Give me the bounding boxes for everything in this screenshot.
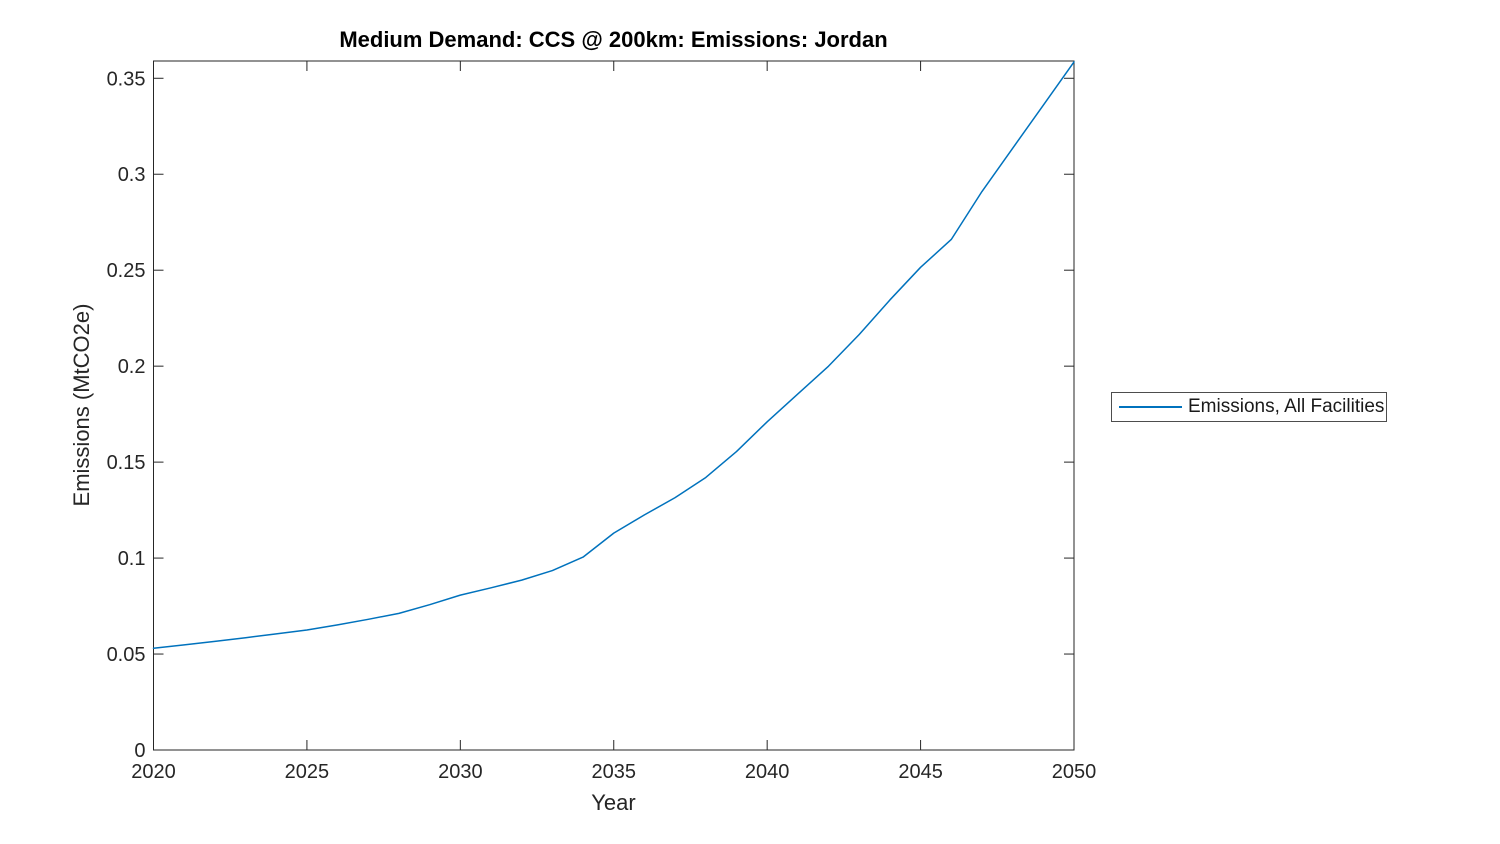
x-tick-label: 2025 bbox=[285, 761, 330, 783]
x-axis-label: Year bbox=[591, 790, 636, 815]
y-tick-label: 0.15 bbox=[107, 452, 146, 474]
y-tick-label: 0.1 bbox=[118, 548, 146, 570]
x-tick-label: 2020 bbox=[131, 761, 176, 783]
y-tick-label: 0.35 bbox=[107, 68, 146, 90]
y-tick-label: 0.2 bbox=[118, 356, 146, 378]
x-tick-label: 2045 bbox=[898, 761, 943, 783]
y-tick-label: 0.05 bbox=[107, 644, 146, 666]
legend-entry-label: Emissions, All Facilities bbox=[1188, 396, 1385, 417]
x-tick-label: 2040 bbox=[745, 761, 790, 783]
y-tick-label: 0.25 bbox=[107, 260, 146, 282]
y-tick-label: 0.3 bbox=[118, 164, 146, 186]
x-tick-label: 2035 bbox=[592, 761, 637, 783]
legend-line-sample bbox=[1119, 406, 1182, 408]
axes-box bbox=[153, 60, 1075, 751]
x-tick-label: 2050 bbox=[1052, 761, 1097, 783]
y-tick-label: 0 bbox=[134, 740, 145, 762]
chart-title: Medium Demand: CCS @ 200km: Emissions: J… bbox=[339, 27, 888, 52]
legend: Emissions, All Facilities bbox=[1111, 392, 1387, 422]
series-line-emissions bbox=[152, 61, 1075, 650]
x-tick-label: 2030 bbox=[438, 761, 483, 783]
